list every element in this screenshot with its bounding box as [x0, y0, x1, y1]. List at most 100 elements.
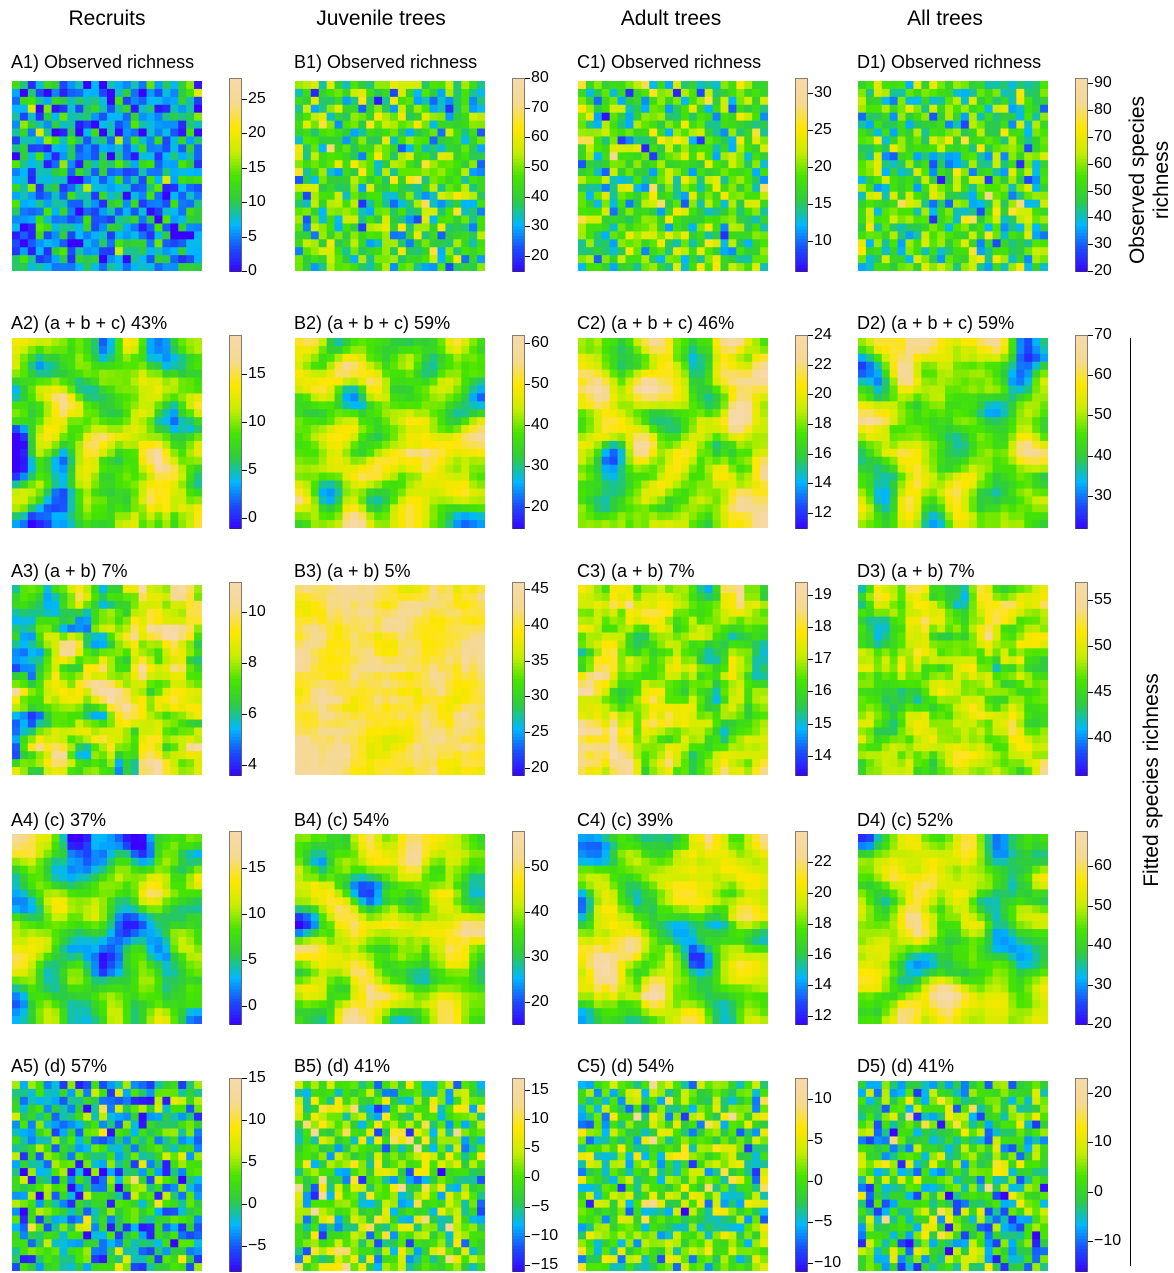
heatmap-cell	[99, 457, 107, 465]
heatmap-cell	[1040, 200, 1048, 208]
heatmap-cell	[319, 216, 327, 224]
heatmap-cell	[657, 354, 665, 362]
heatmap-cell	[721, 81, 729, 89]
colorbar-tick-mark	[808, 335, 813, 336]
heatmap-cell	[993, 136, 1001, 144]
heatmap-cell	[969, 255, 977, 263]
heatmap-cell	[744, 417, 752, 425]
heatmap-cell	[469, 113, 477, 121]
heatmap-cell	[689, 481, 697, 489]
heatmap-cell	[123, 433, 131, 441]
heatmap-cell	[626, 129, 634, 137]
heatmap-cell	[131, 496, 139, 504]
heatmap-cell	[303, 338, 311, 346]
heatmap-cell	[358, 449, 366, 457]
heatmap-cell	[1040, 263, 1048, 271]
heatmap-cell	[28, 504, 36, 512]
heatmap-cell	[866, 160, 874, 168]
heatmap-cell	[461, 184, 469, 192]
heatmap-cell	[422, 409, 430, 417]
heatmap-cell	[744, 81, 752, 89]
heatmap-cell	[99, 504, 107, 512]
heatmap-cell	[155, 184, 163, 192]
heatmap-cell	[721, 401, 729, 409]
heatmap-cell	[115, 152, 123, 160]
heatmap-cell	[194, 441, 202, 449]
heatmap-cell	[430, 121, 438, 129]
heatmap-cell	[186, 216, 194, 224]
heatmap-cell	[721, 208, 729, 216]
heatmap-cell	[52, 81, 60, 89]
heatmap-cell	[60, 184, 68, 192]
colorbar-tick-mark	[808, 130, 813, 131]
heatmap-cell	[374, 176, 382, 184]
heatmap-cell	[390, 354, 398, 362]
heatmap-cell	[60, 362, 68, 370]
heatmap-cell	[390, 231, 398, 239]
heatmap-cell	[728, 362, 736, 370]
heatmap-cell	[390, 176, 398, 184]
heatmap-cell	[390, 449, 398, 457]
heatmap-cell	[28, 200, 36, 208]
heatmap-cell	[155, 362, 163, 370]
heatmap-cell	[665, 208, 673, 216]
heatmap-cell	[12, 473, 20, 481]
heatmap-cell	[445, 504, 453, 512]
heatmap-cell	[398, 409, 406, 417]
heatmap-cell	[594, 465, 602, 473]
heatmap-cell	[969, 263, 977, 271]
heatmap-cell	[1024, 152, 1032, 160]
heatmap-cell	[728, 393, 736, 401]
heatmap-cell	[736, 481, 744, 489]
heatmap-cell	[578, 362, 586, 370]
heatmap-cell	[374, 263, 382, 271]
heatmap-cell	[921, 97, 929, 105]
heatmap-cell	[194, 520, 202, 528]
heatmap-cell	[721, 129, 729, 137]
heatmap-cell	[641, 152, 649, 160]
heatmap-cell	[626, 231, 634, 239]
heatmap-cell	[866, 409, 874, 417]
heatmap-cell	[626, 386, 634, 394]
heatmap-cell	[461, 144, 469, 152]
heatmap-cell	[736, 378, 744, 386]
colorbar-tick-label: 50	[1094, 183, 1112, 199]
heatmap-cell	[20, 255, 28, 263]
heatmap-cell	[477, 370, 485, 378]
heatmap-cell	[969, 113, 977, 121]
heatmap-cell	[170, 512, 178, 520]
heatmap-cell	[586, 425, 594, 433]
heatmap-cell	[461, 208, 469, 216]
heatmap-cell	[649, 457, 657, 465]
heatmap-cell	[594, 417, 602, 425]
heatmap-cell	[311, 378, 319, 386]
heatmap-cell	[993, 224, 1001, 232]
heatmap-cell	[985, 129, 993, 137]
heatmap-cell	[107, 200, 115, 208]
heatmap-cell	[28, 129, 36, 137]
heatmap-cell	[453, 346, 461, 354]
heatmap-cell	[866, 393, 874, 401]
heatmap-cell	[335, 449, 343, 457]
heatmap-cell	[107, 136, 115, 144]
heatmap-cell	[52, 433, 60, 441]
heatmap-cell	[618, 354, 626, 362]
heatmap-cell	[335, 425, 343, 433]
heatmap-cell	[1001, 409, 1009, 417]
heatmap-cell	[44, 441, 52, 449]
heatmap-cell	[681, 144, 689, 152]
heatmap-cell	[311, 512, 319, 520]
heatmap-cell	[929, 121, 937, 129]
heatmap-cell	[123, 239, 131, 247]
heatmap-cell	[406, 512, 414, 520]
heatmap-cell	[618, 152, 626, 160]
heatmap-cell	[461, 121, 469, 129]
heatmap-cell	[610, 129, 618, 137]
heatmap-cell	[60, 200, 68, 208]
heatmap-cell	[398, 231, 406, 239]
heatmap-cell	[866, 457, 874, 465]
heatmap-cell	[398, 224, 406, 232]
heatmap-cell	[1040, 129, 1048, 137]
heatmap-cell	[350, 89, 358, 97]
heatmap-cell	[44, 386, 52, 394]
